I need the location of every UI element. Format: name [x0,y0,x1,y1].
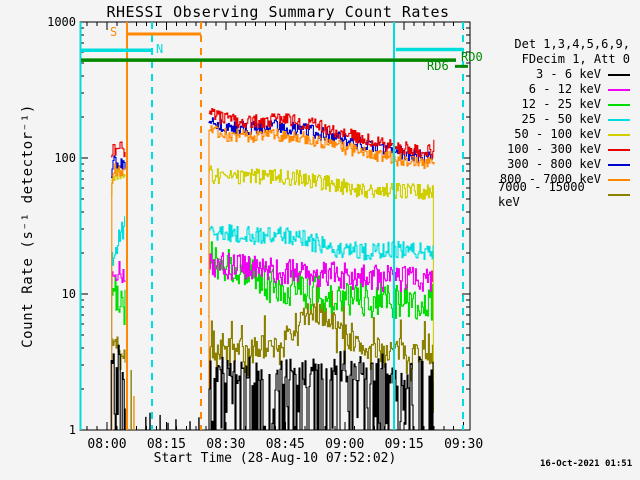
legend-color-swatch [608,133,630,136]
legend-entry: 6 - 12 keV [498,82,630,97]
x-tick-label: 09:30 [444,437,484,452]
creation-timestamp: 16-Oct-2021 01:51 [540,459,633,469]
legend-color-swatch [608,163,630,166]
y-tick-label: 100 [54,151,76,165]
y-tick-label: 1 [68,423,76,437]
x-tick-label: 08:30 [206,437,246,452]
legend: Det 1,3,4,5,6,9, FDecim 1, Att 0 3 - 6 k… [498,37,630,209]
legend-entry-label: 300 - 800 keV [507,157,601,171]
saa-flag-label: S [110,25,118,39]
x-axis-label: Start Time (28-Aug-10 07:52:02) [153,451,397,466]
legend-entry: 300 - 800 keV [498,157,630,172]
legend-entry-label: 6 - 12 keV [528,82,601,96]
legend-color-swatch [608,88,630,91]
legend-entry: 12 - 25 keV [498,97,630,112]
legend-entry: 800 - 7000 keV [498,172,630,187]
page-title: RHESSI Observing Summary Count Rates [106,3,450,21]
legend-color-swatch [608,193,630,196]
legend-entry-label: 100 - 300 keV [507,142,601,156]
legend-entry: 50 - 100 keV [498,127,630,142]
legend-color-swatch [608,178,630,181]
x-tick-label: 08:00 [87,437,127,452]
y-tick-label: 10 [61,287,76,301]
legend-entry-label: 25 - 50 keV [521,112,601,126]
legend-header-detectors: Det 1,3,4,5,6,9, [514,37,630,51]
x-tick-label: 09:15 [384,437,424,452]
legend-header-decim: FDecim 1, Att 0 [521,52,630,66]
x-tick-label: 08:15 [146,437,186,452]
legend-entry-label: 800 - 7000 keV [499,172,601,186]
x-tick-label: 09:00 [325,437,365,452]
legend-color-swatch [608,148,630,151]
legend-entry: 100 - 300 keV [498,142,630,157]
legend-entry-label: 12 - 25 keV [521,97,601,111]
legend-color-swatch [608,103,630,106]
legend-entry-label: 7000 - 15000 keV [498,179,585,209]
x-tick-label: 08:45 [265,437,305,452]
legend-entry: 7000 - 15000 keV [498,180,630,209]
night-flag-label: N [156,42,164,56]
legend-entry: 25 - 50 keV [498,112,630,127]
legend-entry: 3 - 6 keV [498,67,630,82]
legend-color-swatch [608,73,630,76]
y-tick-label: 1000 [47,15,76,29]
legend-entry-label: 50 - 100 keV [514,127,601,141]
legend-color-swatch [608,118,630,121]
rd0-flag-label: RD0 [461,50,483,64]
rd6-flag-label: RD6 [427,59,449,73]
y-axis-label: Count Rate (s⁻¹ detector⁻¹) [20,104,36,348]
legend-entry-label: 3 - 6 keV [535,67,601,81]
